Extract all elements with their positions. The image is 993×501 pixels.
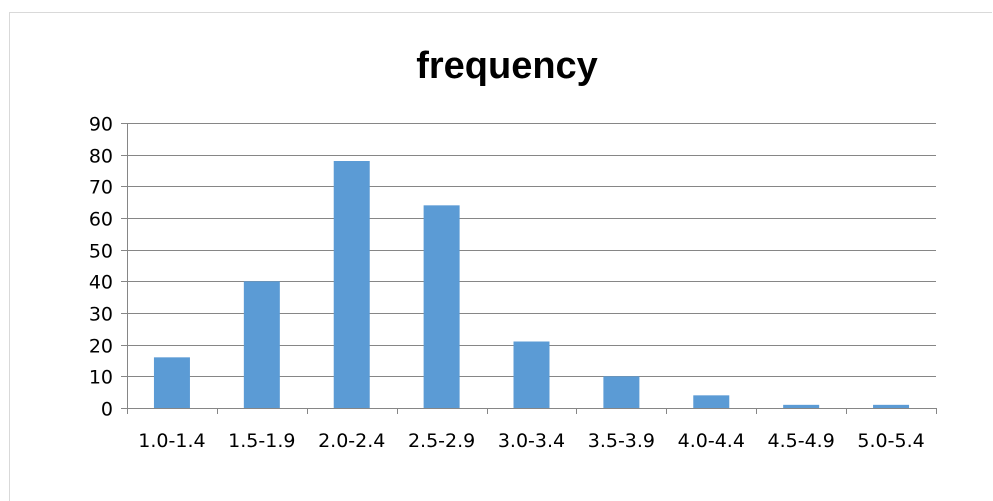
x-tick-label: 5.0-5.4 (857, 430, 924, 452)
y-tick-label: 90 (89, 114, 113, 136)
bar-2.0-2.4 (333, 161, 370, 408)
x-tick-label: 1.5-1.9 (228, 430, 295, 452)
chart-title: frequency (416, 45, 598, 87)
y-tick-label: 70 (89, 177, 113, 199)
bar-3.0-3.4 (513, 341, 550, 408)
bars (153, 161, 910, 408)
x-tick-label: 2.5-2.9 (408, 430, 475, 452)
bar-3.5-3.9 (603, 376, 640, 408)
y-tick-label: 0 (101, 399, 113, 421)
x-axis-tick-labels: 1.0-1.4 1.5-1.9 2.0-2.4 2.5-2.9 3.0-3.4 3.5-3… (138, 430, 924, 452)
y-tick-label: 30 (89, 304, 113, 326)
axes (121, 123, 937, 414)
bar-1.5-1.9 (243, 281, 280, 408)
x-tick-label: 3.0-3.4 (498, 430, 565, 452)
x-tick-label: 2.0-2.4 (318, 430, 385, 452)
bar-1.0-1.4 (153, 357, 190, 408)
bar-4.0-4.4 (693, 395, 730, 408)
bar-2.5-2.9 (423, 205, 460, 408)
y-tick-label: 10 (89, 367, 113, 389)
y-axis-tick-labels: 0 10 20 30 40 50 60 70 80 90 (89, 114, 113, 421)
bar-4.5-4.9 (783, 404, 820, 408)
bar-5.0-5.4 (873, 404, 910, 408)
y-tick-label: 50 (89, 241, 113, 263)
y-tick-label: 40 (89, 272, 113, 294)
x-tick-label: 4.5-4.9 (768, 430, 835, 452)
y-tick-label: 80 (89, 146, 113, 168)
x-tick-label: 3.5-3.9 (588, 430, 655, 452)
chart-frame (9, 12, 992, 501)
y-tick-label: 60 (89, 209, 113, 231)
x-tick-label: 4.0-4.4 (678, 430, 745, 452)
y-tick-label: 20 (89, 336, 113, 358)
x-tick-label: 1.0-1.4 (138, 430, 205, 452)
